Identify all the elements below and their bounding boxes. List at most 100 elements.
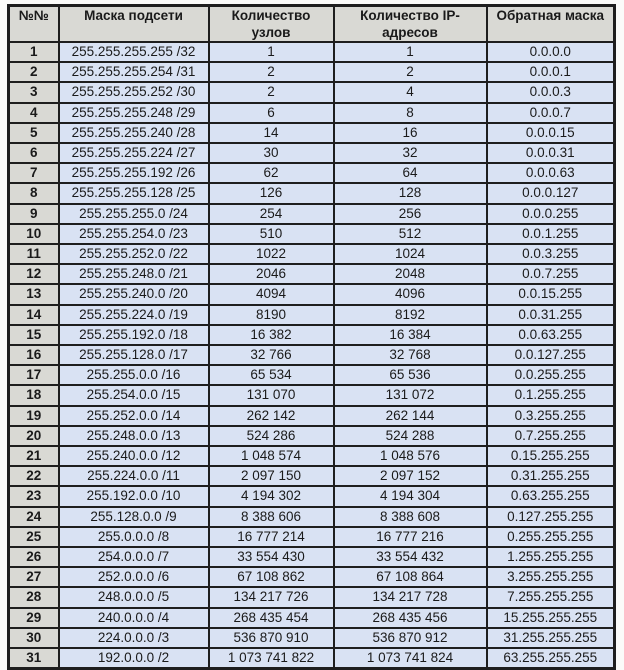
cell-ip-count: 524 288 — [332, 424, 488, 448]
table-row: 15 255.255.192.0 /18 16 382 16 384 0.0.63.25… — [7, 323, 616, 347]
cell-ip-count: 4096 — [332, 283, 488, 306]
cell-wildcard-mask: 0.0.0.1 — [485, 61, 616, 84]
cell-number: 12 — [7, 263, 60, 286]
cell-wildcard-mask: 0.0.3.255 — [485, 243, 616, 266]
cell-number: 8 — [7, 182, 60, 205]
cell-subnet-mask: 255.255.128.0 /17 — [57, 344, 210, 367]
cell-subnet-mask: 248.0.0.0 /5 — [57, 586, 210, 609]
cell-wildcard-mask: 0.0.7.255 — [485, 263, 616, 286]
cell-subnet-mask: 255.255.255.255 /32 — [57, 40, 210, 64]
cell-wildcard-mask: 0.0.15.255 — [485, 283, 616, 306]
table-row: 25 255.0.0.0 /8 16 777 214 16 777 216 0.255.… — [7, 525, 616, 549]
cell-host-count: 2046 — [207, 263, 335, 286]
cell-host-count: 524 286 — [207, 424, 335, 448]
cell-subnet-mask: 255.0.0.0 /8 — [57, 525, 210, 549]
table-row: 17 255.255.0.0 /16 65 534 65 536 0.0.255.255 — [7, 364, 616, 387]
cell-subnet-mask: 224.0.0.0 /3 — [57, 626, 210, 650]
cell-ip-count: 32 — [332, 142, 488, 165]
table-row: 2 255.255.255.254 /31 2 2 0.0.0.1 — [7, 61, 616, 84]
table-row: 16 255.255.128.0 /17 32 766 32 768 0.0.127.2… — [7, 344, 616, 367]
cell-wildcard-mask: 0.127.255.255 — [485, 505, 616, 528]
table-row: 7 255.255.255.192 /26 62 64 0.0.0.63 — [7, 162, 616, 185]
cell-host-count: 16 382 — [207, 323, 335, 347]
cell-host-count: 268 435 454 — [207, 606, 335, 629]
cell-ip-count: 1024 — [332, 243, 488, 266]
cell-wildcard-mask: 0.0.31.255 — [485, 303, 616, 326]
cell-wildcard-mask: 0.0.0.255 — [485, 202, 616, 225]
cell-number: 3 — [7, 81, 60, 104]
cell-subnet-mask: 255.255.0.0 /16 — [57, 364, 210, 387]
table-row: 30 224.0.0.0 /3 536 870 910 536 870 912 31.2… — [7, 626, 616, 650]
cell-number: 23 — [7, 485, 60, 508]
cell-host-count: 510 — [207, 222, 335, 246]
cell-host-count: 6 — [207, 101, 335, 124]
cell-wildcard-mask: 0.7.255.255 — [485, 424, 616, 448]
cell-ip-count: 16 384 — [332, 323, 488, 347]
cell-wildcard-mask: 0.3.255.255 — [485, 404, 616, 427]
cell-ip-count: 8 — [332, 101, 488, 124]
table-row: 28 248.0.0.0 /5 134 217 726 134 217 728 7.25… — [7, 586, 616, 609]
cell-host-count: 1022 — [207, 243, 335, 266]
cell-ip-count: 8192 — [332, 303, 488, 326]
cell-host-count: 134 217 726 — [207, 586, 335, 609]
cell-ip-count: 8 388 608 — [332, 505, 488, 528]
cell-number: 15 — [7, 323, 60, 347]
table-row: 5 255.255.255.240 /28 14 16 0.0.0.15 — [7, 121, 616, 145]
cell-ip-count: 33 554 432 — [332, 546, 488, 569]
cell-ip-count: 2048 — [332, 263, 488, 286]
cell-wildcard-mask: 0.0.0.3 — [485, 81, 616, 104]
cell-number: 13 — [7, 283, 60, 306]
cell-subnet-mask: 240.0.0.0 /4 — [57, 606, 210, 629]
cell-ip-count: 1 — [332, 40, 488, 64]
table-body: 1 255.255.255.255 /32 1 1 0.0.0.0 2 255.255.25… — [7, 40, 616, 670]
table-row: 21 255.240.0.0 /12 1 048 574 1 048 576 0.15.… — [7, 445, 616, 468]
cell-subnet-mask: 255.255.255.240 /28 — [57, 121, 210, 145]
cell-host-count: 1 048 574 — [207, 445, 335, 468]
cell-subnet-mask: 255.255.192.0 /18 — [57, 323, 210, 347]
cell-number: 14 — [7, 303, 60, 326]
cell-wildcard-mask: 0.0.63.255 — [485, 323, 616, 347]
cell-host-count: 1 073 741 822 — [207, 647, 335, 670]
cell-ip-count: 262 144 — [332, 404, 488, 427]
cell-wildcard-mask: 0.0.0.31 — [485, 142, 616, 165]
table-row: 6 255.255.255.224 /27 30 32 0.0.0.31 — [7, 142, 616, 165]
cell-ip-count: 4 194 304 — [332, 485, 488, 508]
cell-wildcard-mask: 0.63.255.255 — [485, 485, 616, 508]
cell-subnet-mask: 255.255.224.0 /19 — [57, 303, 210, 326]
column-header-ip-count: Количество IP- адресов — [332, 4, 488, 43]
cell-number: 4 — [7, 101, 60, 124]
cell-number: 28 — [7, 586, 60, 609]
cell-number: 10 — [7, 222, 60, 246]
cell-wildcard-mask: 0.0.0.127 — [485, 182, 616, 205]
cell-host-count: 30 — [207, 142, 335, 165]
cell-number: 21 — [7, 445, 60, 468]
table-row: 12 255.255.248.0 /21 2046 2048 0.0.7.255 — [7, 263, 616, 286]
cell-subnet-mask: 255.252.0.0 /14 — [57, 404, 210, 427]
table-row: 1 255.255.255.255 /32 1 1 0.0.0.0 — [7, 40, 616, 64]
cell-number: 24 — [7, 505, 60, 528]
cell-subnet-mask: 255.255.254.0 /23 — [57, 222, 210, 246]
cell-number: 27 — [7, 566, 60, 589]
cell-host-count: 2 — [207, 81, 335, 104]
cell-ip-count: 16 777 216 — [332, 525, 488, 549]
cell-ip-count: 1 048 576 — [332, 445, 488, 468]
cell-wildcard-mask: 7.255.255.255 — [485, 586, 616, 609]
table-row: 31 192.0.0.0 /2 1 073 741 822 1 073 741 824… — [7, 647, 616, 670]
cell-subnet-mask: 255.255.255.248 /29 — [57, 101, 210, 124]
cell-ip-count: 536 870 912 — [332, 626, 488, 650]
cell-number: 25 — [7, 525, 60, 549]
cell-host-count: 33 554 430 — [207, 546, 335, 569]
cell-ip-count: 16 — [332, 121, 488, 145]
cell-host-count: 65 534 — [207, 364, 335, 387]
cell-number: 31 — [7, 647, 60, 670]
cell-wildcard-mask: 0.0.255.255 — [485, 364, 616, 387]
column-header-host-count: Количество узлов — [207, 4, 335, 43]
cell-subnet-mask: 255.254.0.0 /15 — [57, 384, 210, 407]
subnet-table-container: №№ Маска подсети Количество узлов Количе… — [7, 4, 616, 670]
table-row: 27 252.0.0.0 /6 67 108 862 67 108 864 3.255.… — [7, 566, 616, 589]
table-row: 13 255.255.240.0 /20 4094 4096 0.0.15.255 — [7, 283, 616, 306]
cell-subnet-mask: 192.0.0.0 /2 — [57, 647, 210, 670]
cell-wildcard-mask: 0.15.255.255 — [485, 445, 616, 468]
cell-wildcard-mask: 0.0.0.63 — [485, 162, 616, 185]
cell-ip-count: 65 536 — [332, 364, 488, 387]
